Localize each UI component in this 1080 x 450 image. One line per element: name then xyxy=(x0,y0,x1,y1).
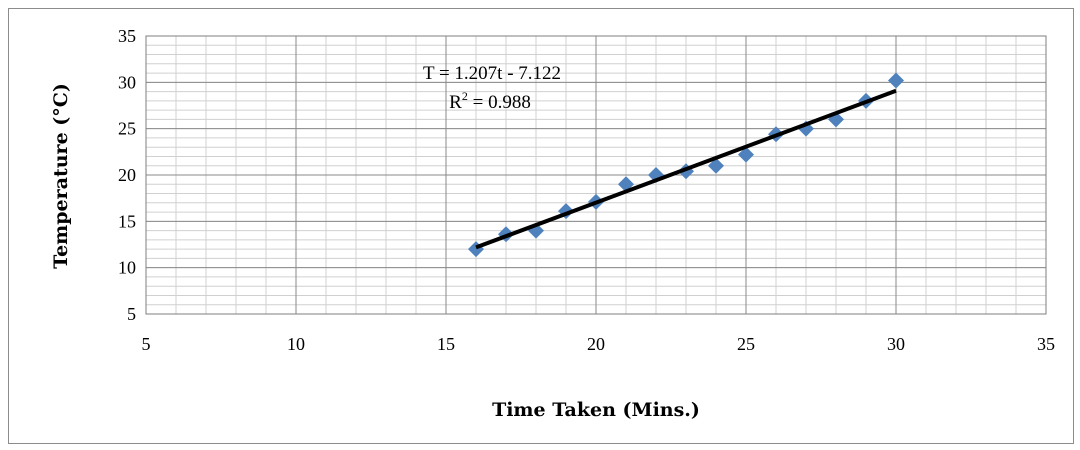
r-squared-label: R2 = 0.988 xyxy=(449,89,531,113)
x-tick-label: 25 xyxy=(737,334,755,354)
y-tick-label: 5 xyxy=(127,304,136,324)
r-squared-symbol: R xyxy=(449,92,462,113)
x-tick-label: 20 xyxy=(587,334,605,354)
x-axis-title: Time Taken (Mins.) xyxy=(492,399,700,421)
y-tick-label: 20 xyxy=(118,165,136,185)
y-tick-label: 15 xyxy=(118,211,136,231)
data-point xyxy=(888,72,904,89)
x-tick-label: 5 xyxy=(142,334,151,354)
axis-tick-labels: 5 10 15 20 25 30 35 5 10 15 20 25 30 35 xyxy=(118,26,1055,354)
r-squared-superscript: 2 xyxy=(462,89,468,103)
major-gridlines xyxy=(145,35,1047,315)
x-tick-label: 15 xyxy=(437,334,455,354)
x-tick-label: 10 xyxy=(287,334,305,354)
trendline xyxy=(475,88,897,250)
trendline-equation: T = 1.207t - 7.122 xyxy=(423,63,561,84)
x-tick-label: 30 xyxy=(887,334,905,354)
plot-area-border xyxy=(145,35,1047,315)
data-point xyxy=(798,120,814,137)
y-tick-label: 25 xyxy=(118,119,136,139)
x-tick-label: 35 xyxy=(1037,334,1055,354)
data-point xyxy=(708,157,724,174)
r-squared-value: = 0.988 xyxy=(468,92,531,113)
y-tick-label: 10 xyxy=(118,258,136,278)
y-tick-label: 30 xyxy=(118,72,136,92)
y-tick-label: 35 xyxy=(118,26,136,46)
y-axis-title: Temperature (°C) xyxy=(50,83,72,269)
data-point xyxy=(738,146,754,163)
